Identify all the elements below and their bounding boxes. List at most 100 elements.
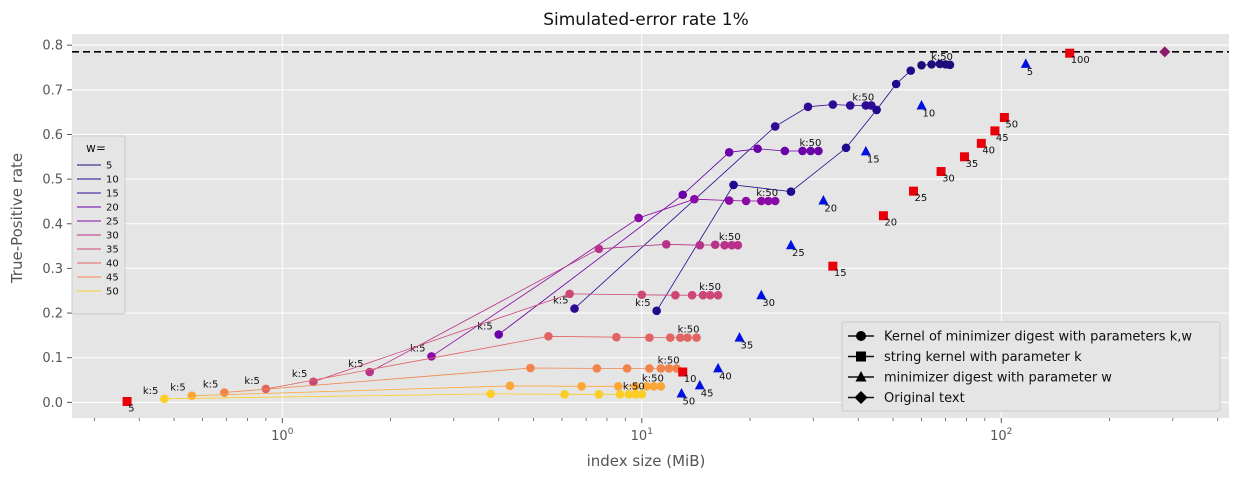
kernel-point: [622, 364, 632, 373]
minimizer-digest-point: [756, 289, 767, 300]
x-tick-label: 100: [271, 427, 294, 444]
kernel-point: [544, 331, 553, 341]
kernel-point: [592, 364, 602, 373]
string-kernel-label: 50: [1005, 119, 1018, 130]
kernel-point: [631, 390, 640, 399]
string-kernel-label: 5: [128, 403, 134, 414]
k5-label: k:5: [348, 359, 364, 370]
kernel-point: [803, 102, 813, 112]
kernel-point: [917, 60, 926, 70]
kernel-point: [741, 196, 751, 206]
kernel-point: [637, 390, 647, 399]
minimizer-digest-point: [734, 332, 745, 342]
y-tick-label: 0.1: [42, 351, 63, 366]
kernel-point: [486, 389, 496, 399]
w-legend-label: 25: [106, 217, 119, 228]
marker-legend-label: string kernel with parameter k: [884, 350, 1082, 365]
string-kernel-label: 100: [1071, 55, 1090, 66]
kernel-point: [729, 180, 738, 190]
minimizer-digest-point: [713, 362, 724, 373]
string-kernel-label: 15: [834, 268, 847, 279]
string-kernel-label: 25: [915, 193, 928, 204]
kernel-point: [187, 391, 197, 400]
k50-label: k:50: [623, 381, 645, 392]
kernel-point: [577, 381, 586, 391]
w-legend-label: 30: [106, 231, 119, 242]
w-legend-label: 40: [106, 259, 119, 270]
kernel-point: [780, 146, 790, 156]
minimizer-digest-label: 25: [792, 248, 805, 259]
kernel-point: [692, 333, 701, 342]
string-kernel-point: [878, 211, 888, 221]
k5-label: k:5: [170, 383, 186, 394]
w-legend-label: 5: [106, 161, 112, 172]
kernel-point: [505, 381, 515, 391]
w-legend-title: w=: [86, 141, 106, 155]
kernel-point: [764, 196, 773, 206]
y-tick-label: 0.3: [42, 262, 63, 277]
minimizer-digest-point: [916, 99, 927, 110]
kernel-point: [565, 289, 574, 299]
k50-label: k:50: [719, 232, 741, 243]
kernel-point: [698, 290, 708, 300]
kernel-point: [798, 146, 807, 156]
kernel-point: [786, 187, 796, 196]
kernel-point: [906, 66, 916, 75]
x-tick-label: 102: [990, 427, 1012, 444]
k5-label: k:5: [477, 322, 493, 333]
kernel-point: [656, 381, 666, 391]
string-kernel-point: [909, 186, 919, 196]
w-legend-label: 20: [106, 203, 119, 214]
minimizer-digest-point: [860, 145, 871, 156]
marker-legend: Kernel of minimizer digest with paramete…: [841, 321, 1221, 412]
markers: 5101520253035404550100510152025303540455…: [122, 46, 1171, 414]
y-axis-label: True-Positive rate: [8, 153, 26, 284]
kernel-point: [756, 196, 766, 206]
kernel-point: [891, 79, 901, 89]
kernel-point: [828, 100, 838, 109]
k5-label: k:5: [635, 298, 651, 309]
axis-ticks: 100 101 102 0.0 0.1 0.2 0.3 0.4 0.5 0.6 0.7 0.8: [42, 39, 1219, 444]
y-tick-label: 0.6: [42, 128, 63, 143]
string-kernel-point: [999, 112, 1009, 122]
kernel-point: [845, 101, 855, 110]
triangle-legend-icon: [855, 371, 867, 382]
kernel-series: k:50 k:5 k:5 k:50 k:5 k:50 k:5 k:50 k:5 k:50 k:5 k:…: [143, 52, 955, 404]
kernel-point: [656, 364, 666, 373]
string-kernel-label: 45: [996, 133, 1009, 144]
string-kernel-label: 10: [684, 374, 697, 385]
w-legend-label: 45: [106, 273, 119, 284]
minimizer-digest-point: [1020, 58, 1031, 68]
square-legend-icon: [856, 351, 866, 362]
string-kernel-label: 20: [884, 218, 897, 229]
kernel-point: [867, 101, 876, 110]
circle-legend-icon: [856, 331, 866, 341]
kernel-point: [705, 290, 715, 300]
w-legend-label: 10: [106, 175, 119, 186]
minimizer-digest-point: [676, 387, 687, 398]
x-tick-label: 101: [631, 427, 653, 444]
k50-label: k:50: [931, 52, 953, 63]
kernel-point: [690, 194, 699, 204]
y-tick-label: 0.7: [42, 83, 63, 98]
string-kernel-label: 30: [942, 174, 955, 185]
k5-label: k:5: [244, 376, 260, 387]
kernel-point: [945, 60, 955, 70]
k50-label: k:50: [699, 282, 721, 293]
kernel-point: [770, 196, 780, 206]
chart-title: Simulated-error rate 1%: [543, 10, 749, 30]
kernel-point: [560, 390, 569, 399]
kernel-point: [652, 306, 661, 316]
kernel-point: [733, 240, 743, 250]
kernel-point: [724, 196, 734, 205]
k5-label: k:5: [292, 369, 308, 380]
kernel-point: [642, 381, 651, 391]
kernel-point: [645, 364, 654, 373]
minimizer-digest-label: 35: [741, 341, 754, 352]
string-kernel-label: 40: [982, 145, 995, 156]
w-legend-label: 35: [106, 245, 119, 256]
minimizer-digest-label: 5: [1027, 67, 1033, 78]
string-kernel-label: 35: [965, 159, 978, 170]
kernel-point: [594, 244, 604, 254]
kernel-point: [806, 146, 815, 156]
